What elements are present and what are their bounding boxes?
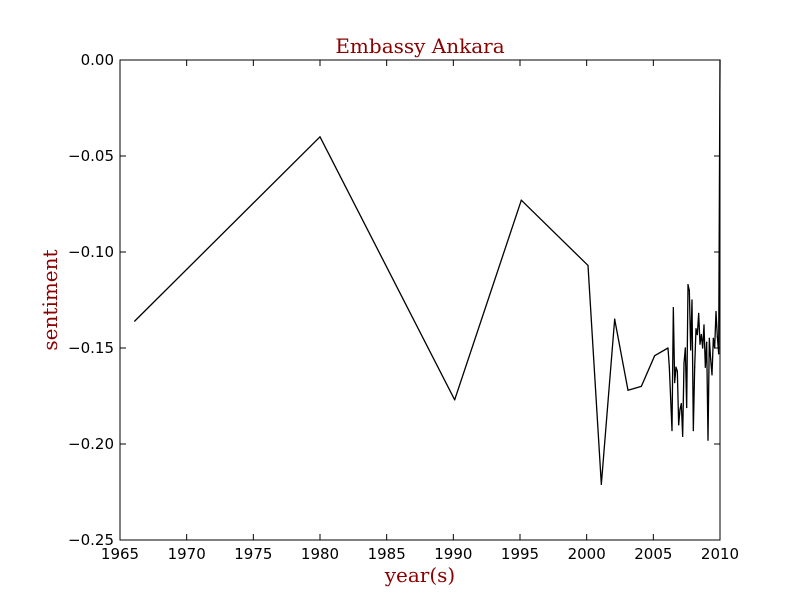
x-tick-label: 2010 [701,545,739,563]
x-tick-label: 1970 [168,545,206,563]
data-point [710,358,712,361]
data-point [675,366,677,368]
chart-title: Embassy Ankara [335,34,504,58]
y-tick-label: −0.25 [68,531,114,549]
data-point [614,318,616,320]
data-point [715,310,717,313]
data-point [712,337,714,339]
data-point [680,403,682,405]
data-point [678,424,680,426]
data-point [134,320,136,322]
y-tick-label: 0.00 [81,51,114,69]
data-point [684,347,686,349]
x-axis: 1965 1970 1975 1980 1985 1990 1995 2000 2005 2010 [101,60,739,563]
y-tick-label: −0.20 [68,435,114,453]
x-tick-label: 2005 [634,545,672,563]
data-point [700,333,702,336]
x-tick-label: 1965 [101,545,139,563]
data-point [686,406,688,409]
x-tick-label: 1980 [301,545,339,563]
data-point [668,366,670,368]
data-point [692,429,694,432]
y-axis: 0.00 −0.05 −0.10 −0.15 −0.20 −0.25 [68,51,720,549]
y-tick-label: −0.10 [68,243,114,261]
x-tick-label: 1975 [234,545,272,563]
x-tick-label: 1990 [434,545,472,563]
x-axis-label: year(s) [384,563,456,587]
plot-area [134,59,721,485]
y-tick-label: −0.15 [68,339,114,357]
data-point [696,333,698,336]
series-line-0 [134,59,721,485]
data-point [718,353,720,355]
data-point [711,374,713,376]
data-point [708,337,710,339]
data-point [704,366,706,368]
data-point [600,483,602,485]
data-point [691,299,693,301]
data-point [674,381,676,384]
data-point [716,335,718,338]
data-point [695,328,697,330]
data-point [520,199,522,201]
data-point [319,136,321,138]
data-point [699,343,701,345]
plot-frame [119,59,721,541]
data-point [667,347,669,349]
data-point [627,389,629,391]
data-point [683,362,685,364]
data-point [706,341,708,343]
y-tick-label: −0.05 [68,147,114,165]
data-point [682,435,684,437]
data-point [698,312,700,315]
data-point [679,408,681,411]
data-point [676,370,678,372]
data-point [687,284,689,286]
data-point [694,366,696,368]
data-point [703,324,705,326]
data-point [672,307,674,309]
x-tick-label: 2000 [568,545,606,563]
data-point [587,264,589,267]
data-point [654,355,656,357]
y-axis-label: sentiment [38,249,62,350]
data-point [690,349,692,351]
x-tick-label: 1995 [501,545,539,563]
data-point [671,429,673,432]
data-point [707,439,709,441]
data-point [688,289,690,291]
data-point [454,399,456,401]
data-point [702,347,704,349]
x-tick-label: 1985 [368,545,406,563]
data-point [640,385,642,387]
